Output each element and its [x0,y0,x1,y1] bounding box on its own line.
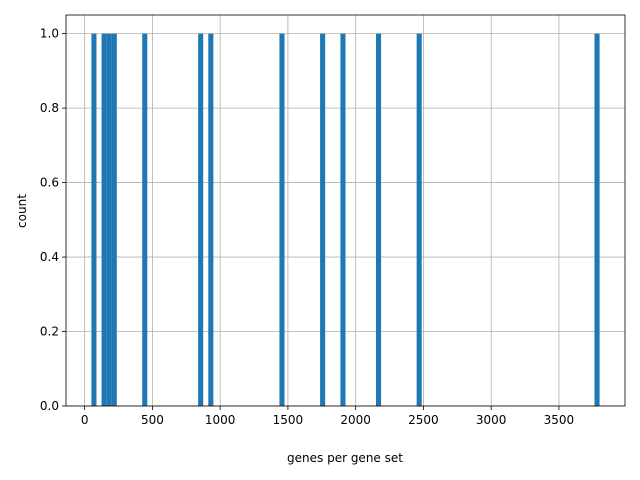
x-axis-label: genes per gene set [287,451,403,465]
bar [208,33,214,406]
bar [142,33,148,406]
y-tick-label: 0.2 [40,325,59,339]
bar [320,33,326,406]
x-tick-label: 2500 [408,413,439,427]
y-tick-label: 0.0 [40,399,59,413]
x-tick-label: 500 [141,413,164,427]
x-tick-label: 1500 [273,413,304,427]
x-tick-label: 3000 [476,413,507,427]
bar [106,33,112,406]
bar [198,33,204,406]
x-tick-label: 3500 [544,413,575,427]
x-tick-label: 1000 [205,413,236,427]
y-tick-label: 1.0 [40,27,59,41]
x-tick-label: 2000 [340,413,371,427]
y-axis-label: count [15,194,29,228]
bar [91,33,97,406]
y-tick-label: 0.8 [40,101,59,115]
bar [594,33,600,406]
bar [111,33,117,406]
y-tick-label: 0.6 [40,176,59,190]
bar [416,33,422,406]
bar [101,33,107,406]
bar [279,33,285,406]
plot-frame [65,14,626,407]
x-tick-label: 0 [81,413,89,427]
bar [340,33,346,406]
bar [375,33,382,406]
y-tick-label: 0.4 [40,250,59,264]
